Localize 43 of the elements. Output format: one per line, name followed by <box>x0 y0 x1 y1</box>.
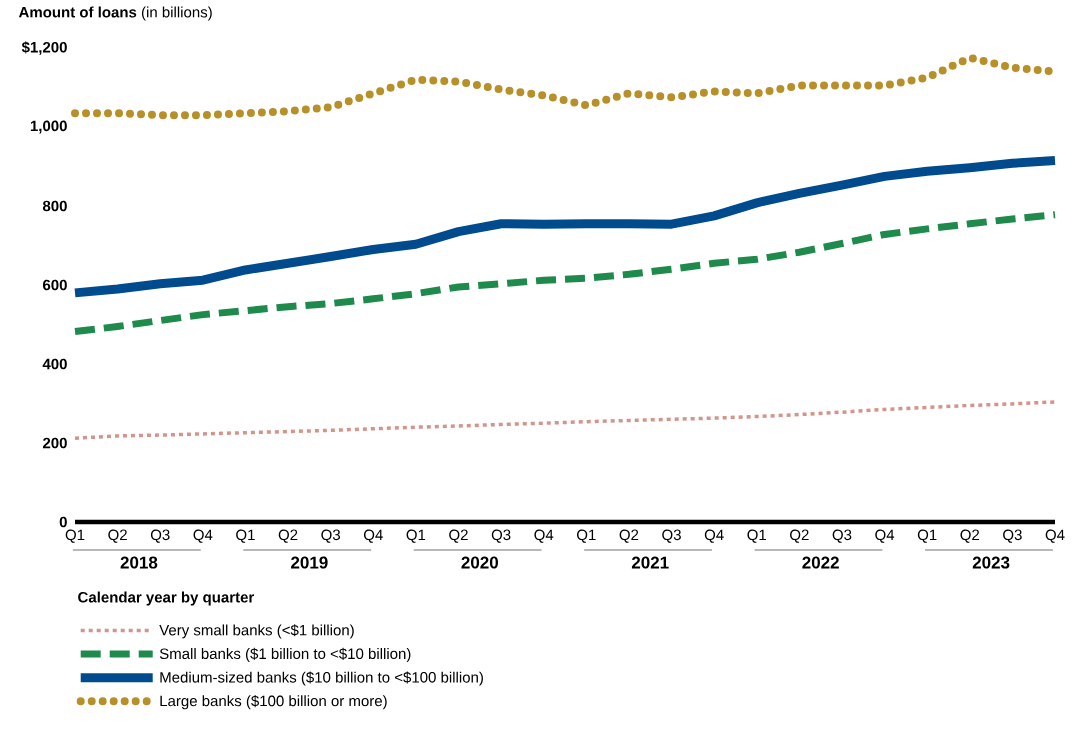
x-tick-label: Q1 <box>65 529 85 543</box>
x-tick-label: Q1 <box>577 529 596 543</box>
legend-label: Small banks ($1 billion to <$10 billion) <box>159 647 411 662</box>
x-tick-label: Q4 <box>534 529 554 543</box>
x-tick-label: Q3 <box>1003 529 1022 543</box>
y-tick-label: 1,000 <box>30 120 67 134</box>
x-tick-label: Q3 <box>491 529 511 543</box>
x-tick-label: Q2 <box>278 529 298 543</box>
text: 2020 <box>461 556 498 569</box>
x-tick-label: Q2 <box>449 529 468 543</box>
text: 2018 <box>120 556 158 569</box>
y-tick-label: 800 <box>42 200 67 212</box>
text: 2021 <box>631 556 669 569</box>
y-tick-label: 600 <box>43 279 67 291</box>
text: 2019 <box>291 556 328 569</box>
x-tick-label: Q3 <box>150 529 170 543</box>
legend-label: Medium-sized banks ($10 billion to <$100 billion) <box>160 671 483 686</box>
x-tick-label: Q4 <box>193 529 213 543</box>
x-tick-label: Q1 <box>747 529 767 543</box>
y-tick-label: 200 <box>42 437 67 449</box>
text: 2022 <box>802 556 839 569</box>
legend-label: Large banks ($100 billion or more) <box>160 695 387 710</box>
x-tick-label: Q3 <box>662 529 681 543</box>
x-tick-label: Q1 <box>406 529 426 543</box>
x-tick-label: Q2 <box>960 529 980 543</box>
y-tick-label: 0 <box>59 516 67 528</box>
x-tick-label: Q4 <box>704 529 724 543</box>
x-tick-label: Q4 <box>363 529 383 543</box>
text: 2023 <box>972 556 1010 569</box>
y-tick-label: $1,200 <box>21 41 67 55</box>
x-tick-label: Q1 <box>236 529 255 543</box>
x-tick-label: Q3 <box>832 529 852 543</box>
x-tick-label: Q2 <box>790 529 809 543</box>
x-tick-label: Q2 <box>108 529 127 543</box>
legend-label: Very small banks (<$1 billion) <box>159 624 354 639</box>
x-tick-label: Q4 <box>1045 529 1065 543</box>
x-tick-label: Q2 <box>619 529 639 543</box>
y-axis-title: Amount of loans (in billions) <box>18 6 212 21</box>
y-tick-label: 400 <box>42 358 67 370</box>
x-axis-title: Calendar year by quarter <box>78 591 255 606</box>
x-tick-label: Q1 <box>917 529 937 543</box>
x-tick-label: Q4 <box>875 529 895 543</box>
x-tick-label: Q3 <box>321 529 341 543</box>
